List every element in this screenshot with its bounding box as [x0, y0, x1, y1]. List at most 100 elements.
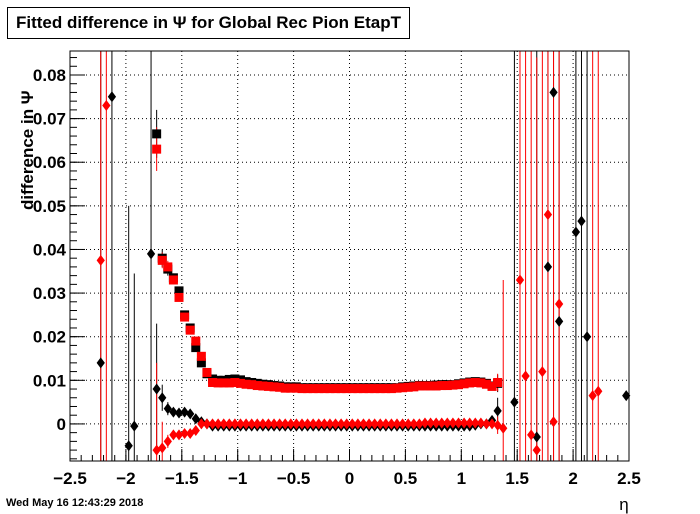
data-point-diamond [258, 418, 267, 430]
data-point-square [180, 312, 190, 322]
data-point-square [291, 383, 301, 393]
data-point-diamond [555, 298, 564, 310]
data-point-diamond [476, 417, 485, 429]
data-point-square [174, 286, 184, 296]
data-point-square [342, 384, 352, 394]
data-point-square [459, 379, 469, 389]
grid-lines [70, 51, 629, 461]
data-point-square [403, 382, 413, 392]
data-point-diamond [465, 417, 474, 429]
data-point-square [470, 377, 480, 387]
data-point-diamond [214, 418, 223, 430]
y-tick-label: 0.03 [33, 284, 66, 303]
data-point-square [241, 379, 251, 389]
data-point-diamond [241, 418, 251, 430]
x-tick-label: 2 [568, 469, 577, 488]
data-point-diamond [549, 416, 558, 428]
data-point-square [325, 384, 335, 394]
data-point-diamond [471, 417, 480, 429]
data-point-diamond [320, 418, 329, 430]
data-point-diamond [169, 429, 178, 441]
data-point-diamond [191, 424, 200, 436]
data-point-square [386, 384, 396, 394]
data-point-diamond [409, 418, 418, 430]
data-point-diamond [482, 418, 491, 430]
x-tick-label: 1.5 [505, 469, 529, 488]
data-point-diamond [102, 100, 111, 112]
data-point-square [196, 351, 206, 361]
data-point-square [448, 380, 458, 390]
data-point-square [431, 381, 441, 391]
data-point-diamond [314, 418, 323, 430]
data-point-square [493, 377, 503, 387]
x-axis-label: η [619, 495, 628, 514]
data-point-diamond [309, 418, 318, 430]
timestamp: Wed May 16 12:43:29 2018 [6, 497, 144, 509]
data-point-square [353, 384, 363, 394]
data-point-diamond [286, 418, 295, 430]
data-point-square [275, 382, 285, 392]
data-point-square [336, 384, 346, 394]
x-tick-label: −1 [228, 469, 247, 488]
data-point-diamond [510, 396, 519, 408]
data-point-diamond [174, 407, 184, 419]
y-tick-label: 0.05 [33, 197, 66, 216]
data-point-square [219, 378, 229, 388]
data-point-square [286, 383, 296, 393]
x-tick-label: −0.5 [277, 469, 311, 488]
x-tick-label: −2.5 [53, 469, 87, 488]
data-markers [96, 86, 631, 456]
data-point-diamond [275, 418, 284, 430]
data-point-square [420, 381, 430, 391]
data-point-diamond [538, 366, 547, 378]
data-point-diamond [236, 418, 245, 430]
data-point-square [454, 380, 464, 390]
data-point-diamond [124, 440, 133, 452]
data-point-diamond [325, 418, 335, 430]
data-point-diamond [521, 370, 530, 382]
data-point-diamond [364, 418, 374, 430]
data-point-square [319, 384, 329, 394]
data-point-diamond [303, 418, 312, 430]
data-point-diamond [230, 418, 240, 430]
data-point-diamond [622, 390, 631, 402]
y-tick-label: 0.04 [33, 240, 67, 259]
data-point-square [185, 325, 195, 335]
data-point-diamond [493, 405, 502, 417]
data-point-square [375, 384, 385, 394]
data-point-diamond [543, 209, 553, 221]
data-point-square [297, 384, 307, 394]
data-point-square [252, 381, 262, 391]
data-point-square [358, 384, 368, 394]
data-point-diamond [443, 417, 452, 429]
x-tick-label: −2 [116, 469, 135, 488]
data-point-square [476, 378, 486, 388]
data-point-diamond [426, 417, 435, 429]
data-point-square [163, 262, 173, 272]
data-point-square [224, 378, 234, 388]
data-point-diamond [269, 418, 279, 430]
data-point-diamond [130, 420, 139, 432]
data-point-diamond [264, 418, 273, 430]
y-tick-label: 0.01 [33, 371, 66, 390]
data-point-square [370, 384, 380, 394]
data-point-diamond [348, 418, 357, 430]
y-tick-label: 0.07 [33, 110, 66, 129]
data-point-diamond [398, 418, 407, 430]
data-point-square [347, 384, 357, 394]
data-point-diamond [415, 418, 424, 430]
data-point-diamond [180, 428, 189, 440]
y-tick-label: 0.08 [33, 66, 66, 85]
data-point-diamond [208, 418, 217, 430]
data-point-diamond [169, 406, 178, 418]
data-point-diamond [577, 215, 586, 227]
data-point-diamond [297, 418, 307, 430]
y-tick-label: 0.02 [33, 328, 66, 347]
data-point-square [202, 367, 212, 377]
data-point-square [437, 381, 447, 391]
data-point-square [247, 380, 257, 390]
chart-title: Fitted difference in Ψ for Global Rec Pi… [7, 7, 410, 39]
data-point-diamond [158, 392, 167, 404]
data-point-diamond [174, 429, 184, 441]
